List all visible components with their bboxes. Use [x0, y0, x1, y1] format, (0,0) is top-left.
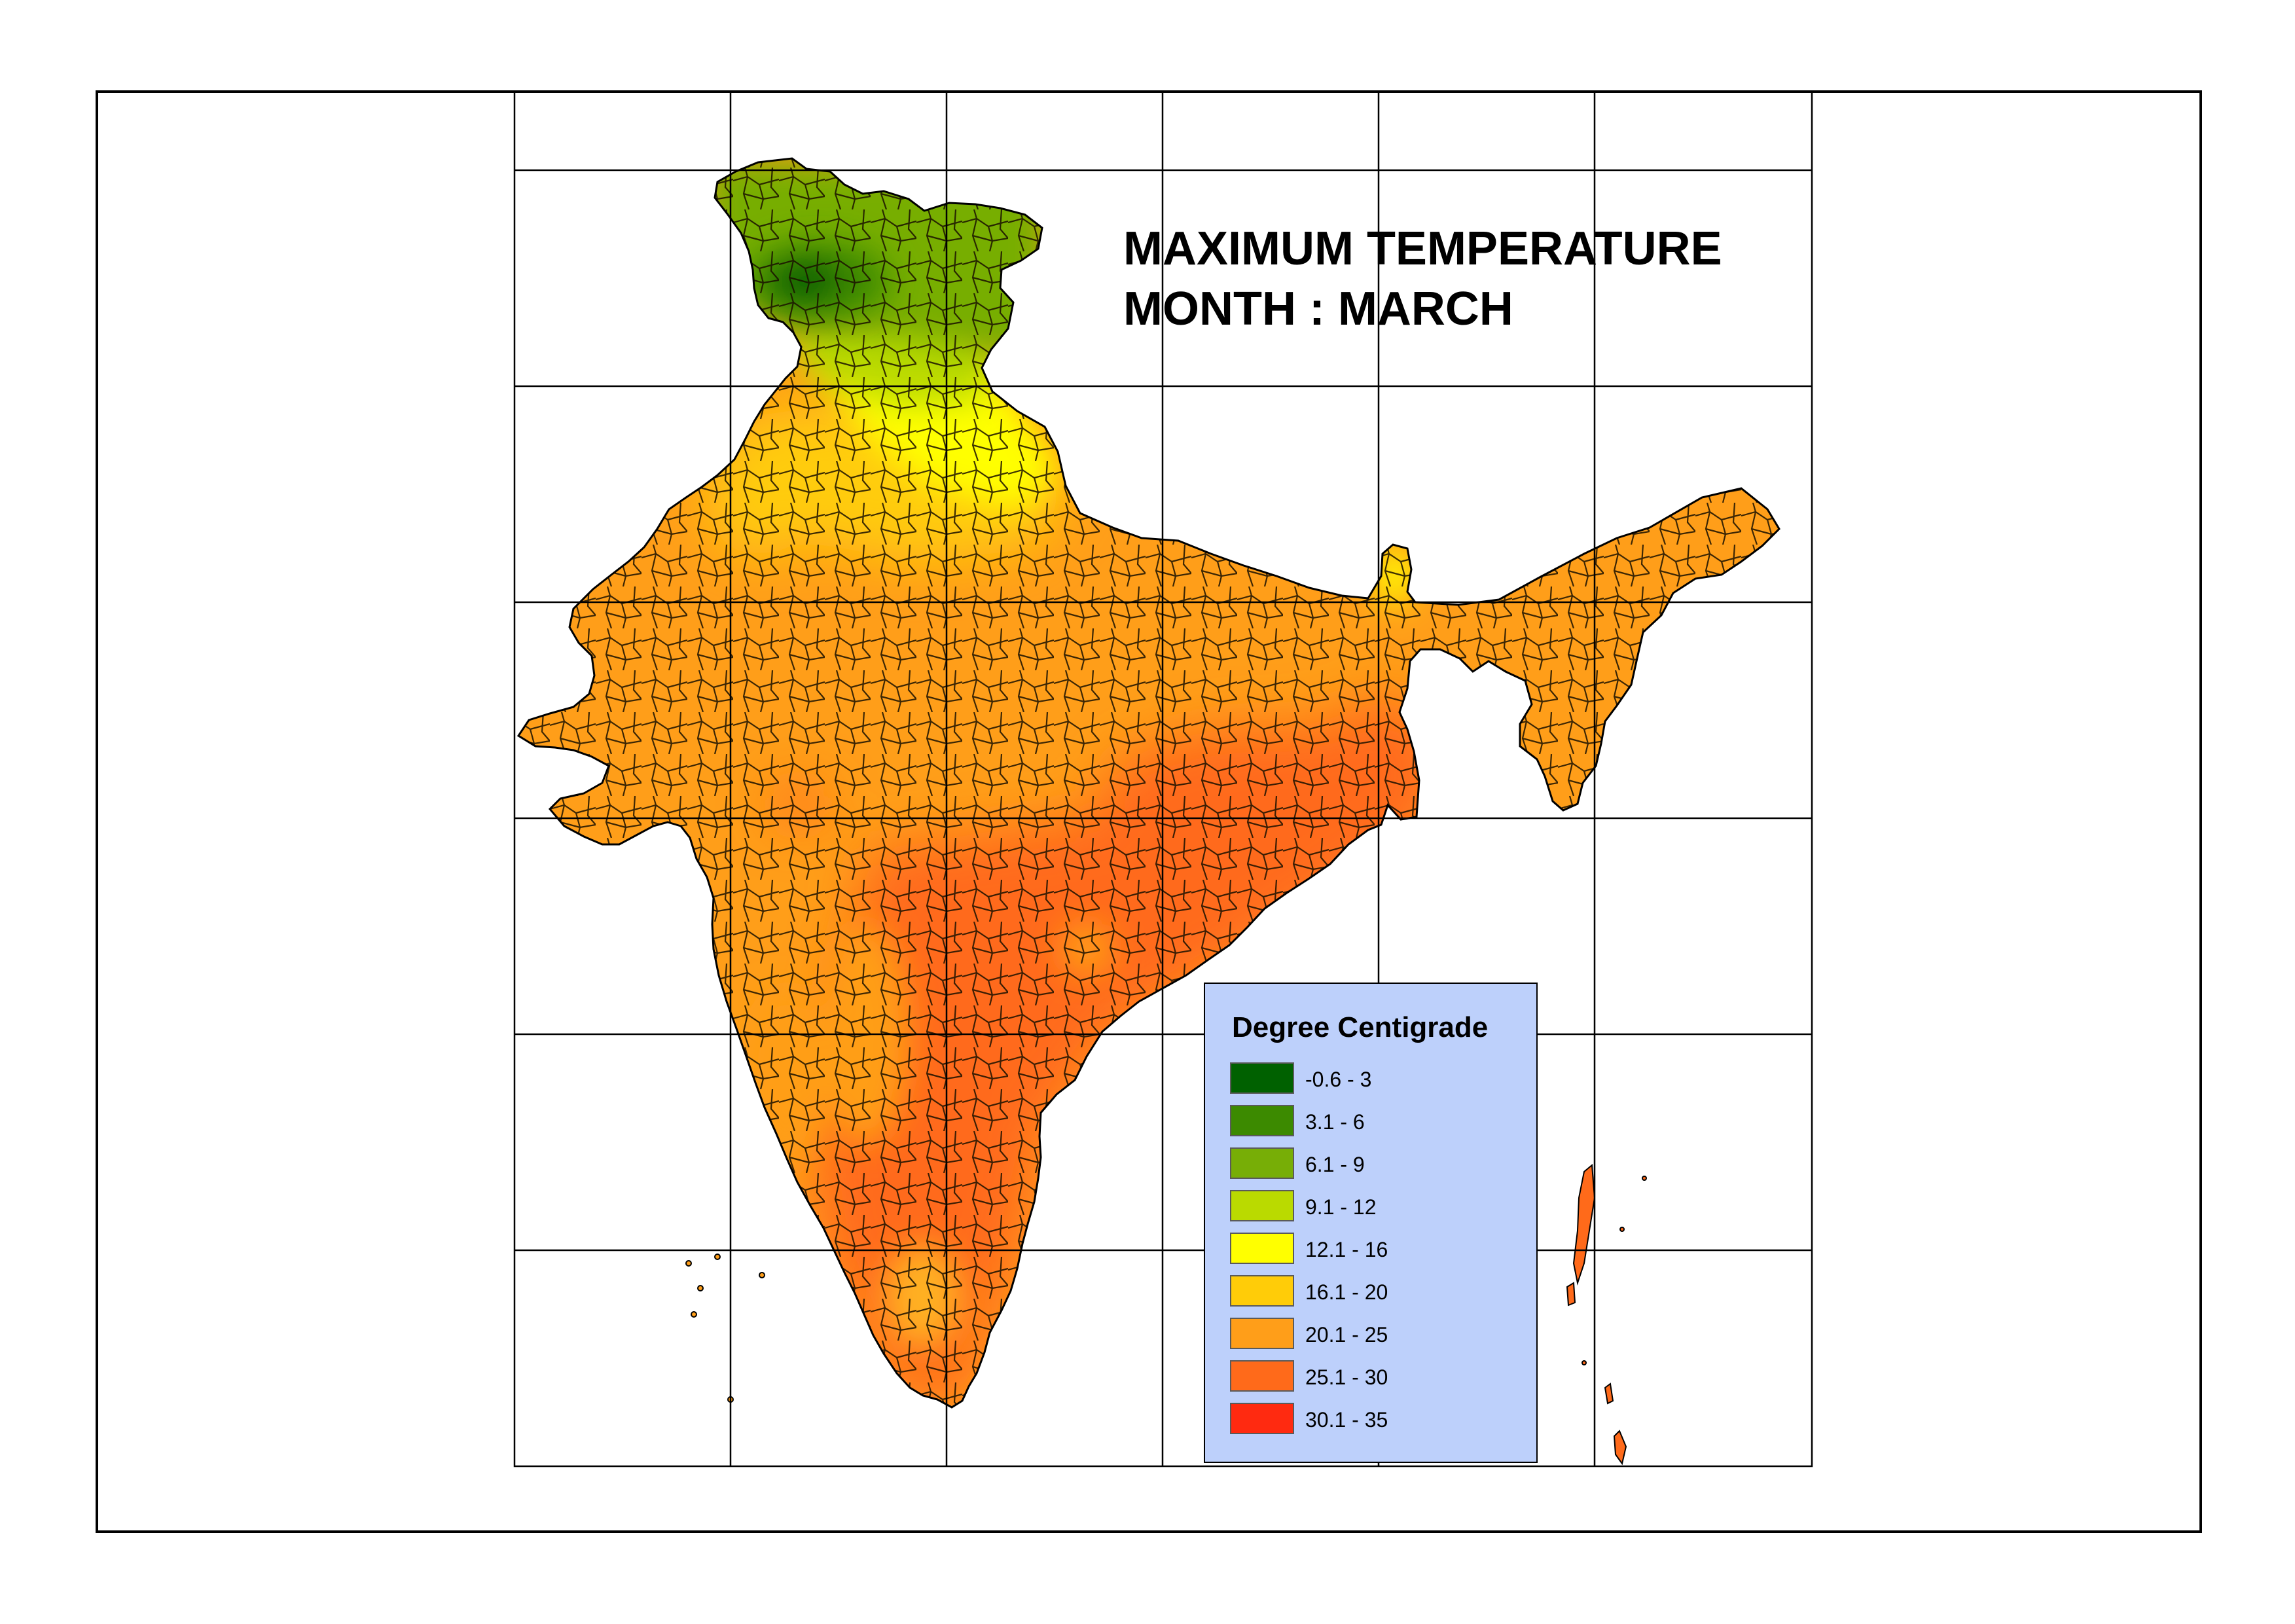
legend-label: 16.1 - 20: [1305, 1280, 1388, 1304]
legend-swatch: [1230, 1318, 1294, 1349]
legend-swatch: [1230, 1275, 1294, 1307]
andaman-nicobar-islands: [1566, 1163, 1647, 1466]
legend-label: 3.1 - 6: [1305, 1110, 1365, 1134]
legend-swatch: [1230, 1233, 1294, 1264]
legend-swatch: [1230, 1062, 1294, 1094]
legend-label: 9.1 - 12: [1305, 1195, 1377, 1219]
legend-label: -0.6 - 3: [1305, 1068, 1371, 1091]
legend-swatch: [1230, 1190, 1294, 1221]
legend-swatch: [1230, 1360, 1294, 1392]
legend-label: 20.1 - 25: [1305, 1323, 1388, 1346]
legend-items: -0.6 - 3 3.1 - 6 6.1 - 9 9.1 - 12 12.1 - 16 1…: [1230, 1062, 1388, 1434]
graticule-grid: [513, 90, 1813, 1468]
map-title-line1: MAXIMUM TEMPERATURE: [1123, 223, 1722, 275]
legend-swatch: [1230, 1147, 1294, 1179]
legend-swatch: [1230, 1403, 1294, 1434]
legend: Degree Centigrade -0.6 - 3 3.1 - 6 6.1 - 9…: [1204, 983, 1538, 1463]
legend-title: Degree Centigrade: [1232, 1011, 1488, 1043]
lakshadweep-islands: [685, 1254, 765, 1403]
legend-label: 25.1 - 30: [1305, 1365, 1388, 1389]
legend-label: 30.1 - 35: [1305, 1408, 1388, 1432]
india-outline: [516, 157, 1780, 1409]
legend-label: 12.1 - 16: [1305, 1238, 1388, 1261]
legend-swatch: [1230, 1105, 1294, 1136]
map-title-line2: MONTH : MARCH: [1123, 283, 1513, 335]
legend-label: 6.1 - 9: [1305, 1153, 1365, 1176]
